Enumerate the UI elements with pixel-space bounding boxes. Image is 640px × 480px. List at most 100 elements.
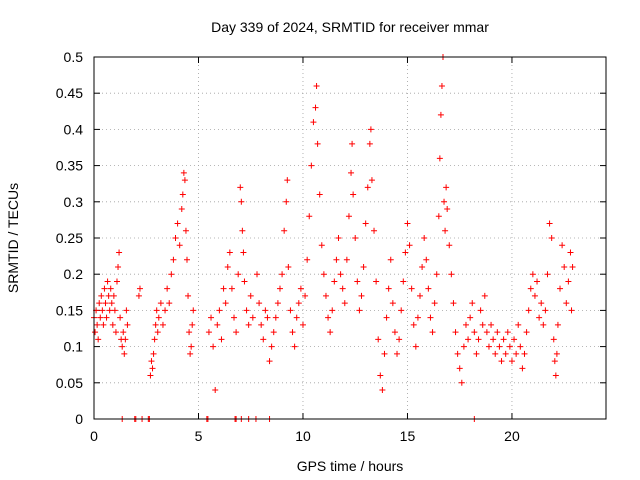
data-points bbox=[91, 54, 576, 422]
data-point bbox=[276, 285, 283, 292]
data-point bbox=[567, 249, 574, 256]
x-tick-label: 0 bbox=[90, 428, 98, 444]
data-point bbox=[99, 307, 106, 314]
data-point bbox=[112, 329, 119, 336]
x-tick-label: 15 bbox=[400, 428, 416, 444]
chart-title: Day 339 of 2024, SRMTID for receiver mma… bbox=[211, 19, 489, 35]
data-point bbox=[327, 329, 334, 336]
data-point bbox=[521, 350, 528, 357]
y-tick-label: 0.15 bbox=[56, 302, 83, 318]
data-point bbox=[187, 350, 194, 357]
data-point bbox=[284, 177, 291, 184]
data-point bbox=[465, 336, 472, 343]
data-point bbox=[220, 285, 227, 292]
data-point bbox=[341, 300, 348, 307]
data-point bbox=[147, 372, 154, 379]
data-point bbox=[100, 321, 107, 328]
data-point bbox=[105, 292, 112, 299]
data-point bbox=[536, 314, 543, 321]
y-tick-label: 0.45 bbox=[56, 85, 83, 101]
data-point bbox=[95, 336, 102, 343]
data-point bbox=[241, 278, 248, 285]
x-tick-label: 20 bbox=[504, 428, 520, 444]
data-point bbox=[349, 140, 356, 147]
data-point bbox=[414, 314, 421, 321]
y-tick-label: 0.35 bbox=[56, 158, 83, 174]
data-point bbox=[122, 336, 129, 343]
data-point bbox=[240, 249, 247, 256]
data-point bbox=[237, 184, 244, 191]
data-point bbox=[268, 343, 275, 350]
data-point bbox=[121, 350, 128, 357]
data-point bbox=[243, 307, 250, 314]
data-point bbox=[511, 336, 518, 343]
data-point bbox=[166, 300, 173, 307]
data-point bbox=[435, 213, 442, 220]
data-point bbox=[247, 292, 254, 299]
data-point bbox=[168, 271, 175, 278]
data-point bbox=[368, 177, 375, 184]
data-point bbox=[111, 307, 118, 314]
data-point bbox=[502, 350, 509, 357]
data-point bbox=[366, 140, 373, 147]
data-point bbox=[517, 343, 524, 350]
data-point bbox=[546, 220, 553, 227]
data-point bbox=[364, 184, 371, 191]
data-point bbox=[181, 177, 188, 184]
data-point bbox=[115, 263, 122, 270]
data-point bbox=[383, 314, 390, 321]
data-point bbox=[313, 82, 320, 89]
data-point bbox=[504, 329, 511, 336]
data-point bbox=[222, 300, 229, 307]
data-point bbox=[421, 235, 428, 241]
data-point bbox=[174, 220, 181, 227]
data-point bbox=[329, 307, 336, 314]
data-point bbox=[515, 321, 522, 328]
data-point bbox=[452, 329, 459, 336]
grid bbox=[94, 57, 606, 419]
data-point bbox=[155, 314, 162, 321]
data-point bbox=[109, 321, 116, 328]
data-point bbox=[444, 206, 451, 213]
data-point bbox=[238, 198, 245, 205]
data-point bbox=[245, 321, 252, 328]
data-point bbox=[185, 292, 192, 299]
data-point bbox=[170, 256, 177, 263]
y-tick-label: 0.2 bbox=[64, 266, 84, 282]
data-point bbox=[568, 307, 575, 314]
data-point bbox=[398, 307, 405, 314]
data-point bbox=[164, 285, 171, 292]
data-point bbox=[523, 329, 530, 336]
data-point bbox=[295, 300, 302, 307]
data-point bbox=[473, 350, 480, 357]
data-point bbox=[333, 256, 340, 263]
y-tick-label: 0.5 bbox=[64, 49, 84, 65]
data-point bbox=[135, 292, 142, 299]
data-point bbox=[481, 292, 488, 299]
data-point bbox=[157, 300, 164, 307]
data-point bbox=[394, 350, 401, 357]
data-point bbox=[272, 314, 279, 321]
data-point bbox=[544, 271, 551, 278]
y-tick-label: 0.1 bbox=[64, 339, 84, 355]
data-point bbox=[496, 343, 503, 350]
data-point bbox=[358, 292, 365, 299]
data-point bbox=[438, 82, 445, 89]
data-point bbox=[176, 242, 183, 249]
data-point bbox=[188, 343, 195, 350]
data-point bbox=[389, 300, 396, 307]
data-point bbox=[299, 321, 306, 328]
data-point bbox=[310, 119, 317, 126]
data-point bbox=[226, 249, 233, 256]
data-point bbox=[348, 169, 355, 176]
data-point bbox=[320, 271, 327, 278]
data-point bbox=[352, 235, 359, 241]
data-point bbox=[441, 198, 448, 205]
data-point bbox=[103, 314, 110, 321]
data-point bbox=[314, 140, 321, 147]
data-point bbox=[396, 336, 403, 343]
data-point bbox=[116, 249, 123, 256]
data-point bbox=[159, 321, 166, 328]
data-point bbox=[371, 227, 378, 234]
plot-frame bbox=[93, 56, 607, 420]
